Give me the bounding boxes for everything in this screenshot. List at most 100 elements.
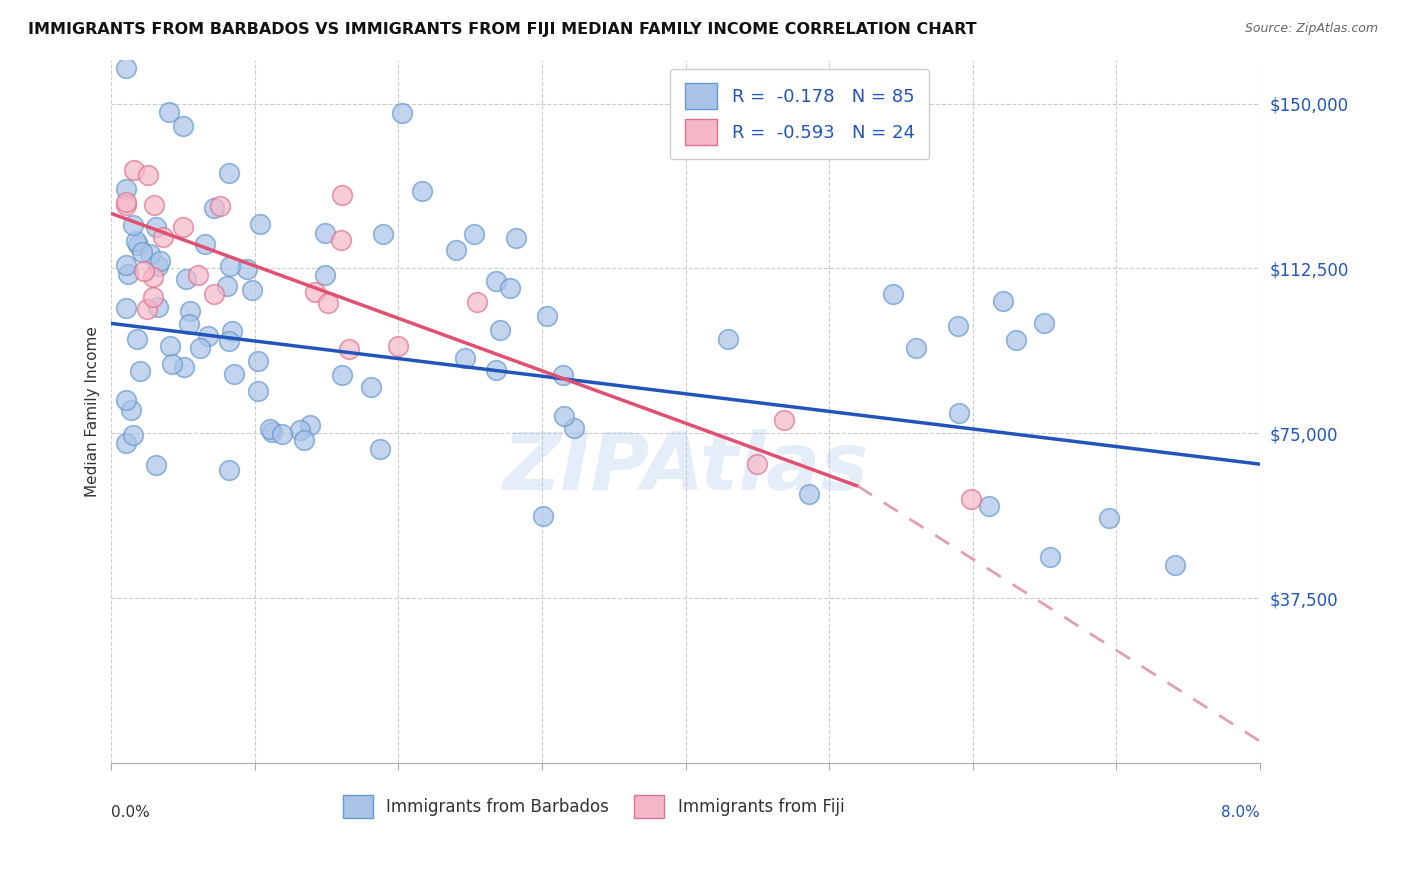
Point — [387, 339, 409, 353]
Point — [127, 332, 149, 346]
Point — [240, 283, 263, 297]
Point — [1039, 549, 1062, 564]
Point — [772, 413, 794, 427]
Point — [114, 62, 136, 76]
Text: ZIPAtlas: ZIPAtlas — [502, 429, 869, 507]
Point — [499, 281, 522, 295]
Point — [122, 218, 145, 232]
Point — [139, 246, 162, 260]
Text: Source: ZipAtlas.com: Source: ZipAtlas.com — [1244, 22, 1378, 36]
Point — [159, 339, 181, 353]
Point — [187, 268, 209, 282]
Point — [259, 421, 281, 435]
Point — [536, 309, 558, 323]
Point — [553, 409, 575, 424]
Point — [747, 457, 769, 471]
Point — [249, 217, 271, 231]
Point — [882, 286, 904, 301]
Point — [330, 188, 353, 202]
Point — [177, 317, 200, 331]
Point — [197, 329, 219, 343]
Point — [360, 379, 382, 393]
Point — [194, 236, 217, 251]
Point — [160, 357, 183, 371]
Point — [134, 264, 156, 278]
Point — [209, 199, 232, 213]
Point — [176, 272, 198, 286]
Point — [960, 492, 983, 507]
Point — [247, 354, 270, 368]
Point — [148, 260, 170, 274]
Point — [330, 368, 353, 382]
Point — [217, 278, 239, 293]
Point — [391, 106, 413, 120]
Point — [114, 182, 136, 196]
Point — [330, 233, 353, 247]
Point — [218, 166, 240, 180]
Point — [122, 162, 145, 177]
Point — [1005, 333, 1028, 347]
Point — [127, 237, 149, 252]
Point — [202, 287, 225, 301]
Point — [339, 342, 361, 356]
Point — [304, 285, 326, 299]
Point — [1033, 317, 1056, 331]
Point — [946, 319, 969, 334]
Point — [489, 323, 512, 337]
Point — [292, 434, 315, 448]
Point — [467, 295, 489, 310]
Point — [463, 227, 485, 241]
Point — [219, 260, 242, 274]
Point — [135, 302, 157, 317]
Y-axis label: Median Family Income: Median Family Income — [86, 326, 100, 497]
Point — [299, 418, 322, 433]
Point — [131, 245, 153, 260]
Point — [562, 421, 585, 435]
Point — [262, 425, 284, 439]
Text: 0.0%: 0.0% — [111, 805, 150, 821]
Point — [318, 295, 340, 310]
Point — [368, 442, 391, 456]
Point — [1098, 511, 1121, 525]
Point — [484, 362, 506, 376]
Point — [188, 341, 211, 355]
Point — [143, 197, 166, 211]
Point — [114, 436, 136, 450]
Point — [236, 262, 259, 277]
Point — [122, 428, 145, 442]
Point — [314, 268, 336, 282]
Point — [1164, 558, 1187, 572]
Point — [218, 334, 240, 349]
Point — [485, 274, 508, 288]
Point — [114, 195, 136, 210]
Point — [270, 426, 292, 441]
Point — [202, 201, 225, 215]
Point — [149, 253, 172, 268]
Point — [142, 289, 165, 303]
Point — [117, 267, 139, 281]
Point — [371, 227, 394, 241]
Point — [454, 351, 477, 365]
Point — [551, 368, 574, 382]
Point — [129, 364, 152, 378]
Point — [531, 508, 554, 523]
Point — [114, 392, 136, 407]
Point — [142, 269, 165, 284]
Point — [979, 499, 1001, 513]
Point — [218, 463, 240, 477]
Point — [411, 184, 433, 198]
Legend: Immigrants from Barbados, Immigrants from Fiji: Immigrants from Barbados, Immigrants fro… — [336, 789, 851, 825]
Point — [124, 235, 146, 249]
Point — [114, 197, 136, 211]
Point — [173, 359, 195, 374]
Point — [717, 332, 740, 346]
Point — [138, 168, 160, 182]
Point — [157, 105, 180, 120]
Point — [148, 300, 170, 314]
Point — [179, 304, 201, 318]
Point — [172, 219, 194, 234]
Point — [145, 220, 167, 235]
Point — [991, 293, 1014, 308]
Point — [799, 487, 821, 501]
Point — [314, 226, 336, 240]
